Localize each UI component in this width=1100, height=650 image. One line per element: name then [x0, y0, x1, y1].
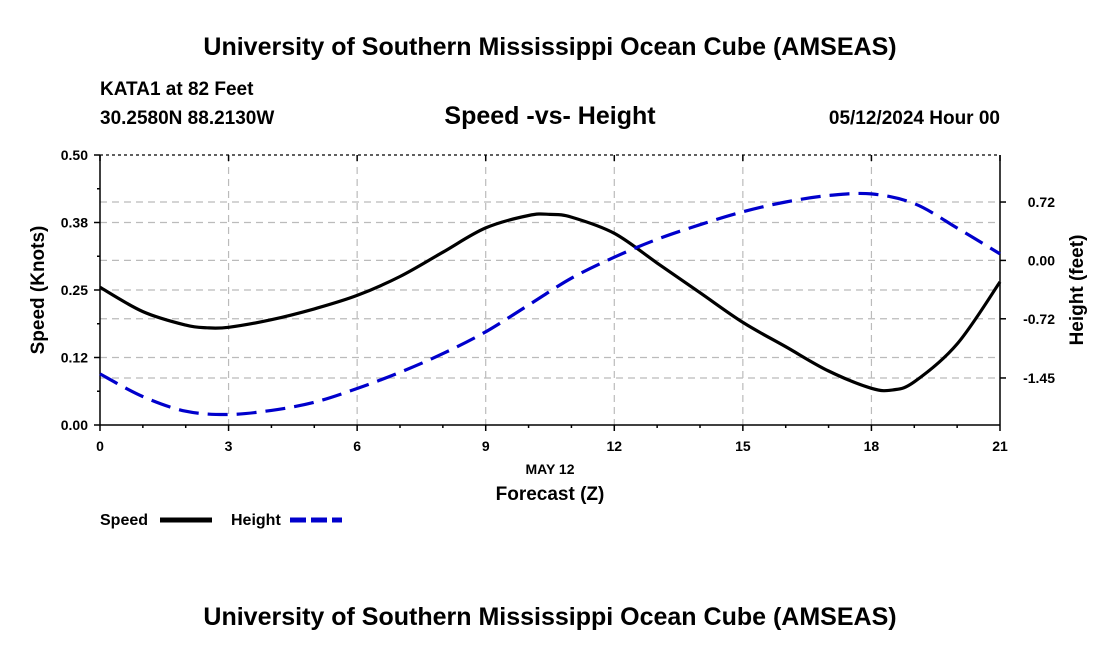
x-axis-ticks: 0 3 6 9 12 15 18 21	[96, 155, 1008, 454]
y-tick-label: 0.12	[61, 350, 88, 366]
y-tick-label: 0.25	[61, 282, 88, 298]
station-coords: 30.2580N 88.2130W	[100, 108, 274, 129]
speed-series-line	[99, 212, 1002, 393]
station-label: KATA1 at 82 Feet	[100, 79, 254, 100]
y-tick-label: 0.00	[61, 417, 88, 433]
y2-axis-label: Height (feet)	[1067, 235, 1088, 346]
x-tick-label: 3	[225, 438, 233, 454]
x-tick-label: 9	[482, 438, 490, 454]
x-tick-label: 21	[992, 438, 1008, 454]
x-tick-label: 18	[864, 438, 880, 454]
x-tick-label: 0	[96, 438, 104, 454]
legend: Speed Height	[100, 512, 342, 529]
y2-tick-label: 0.72	[1028, 194, 1055, 210]
main-title: University of Southern Mississippi Ocean…	[203, 33, 896, 61]
y2-tick-label: -1.45	[1023, 370, 1055, 386]
x-tick-label: 15	[735, 438, 751, 454]
y2-axis-ticks: -1.45 -0.72 0.00 0.72	[1000, 194, 1055, 386]
y-axis-ticks: 0.00 0.12 0.25 0.38 0.50	[61, 147, 100, 433]
y-tick-label: 0.50	[61, 147, 88, 163]
height-series-line	[99, 191, 1001, 417]
series-layer	[99, 191, 1002, 417]
legend-height-label: Height	[231, 512, 281, 529]
x-tick-label: 6	[353, 438, 361, 454]
grid-lines	[100, 154, 1000, 425]
forecast-date: 05/12/2024 Hour 00	[829, 108, 1000, 129]
x-axis-label: Forecast (Z)	[496, 484, 605, 505]
y2-tick-label: 0.00	[1028, 252, 1055, 268]
y2-tick-label: -0.72	[1023, 311, 1055, 327]
y-axis-label: Speed (Knots)	[28, 226, 49, 355]
x-axis-date-label: MAY 12	[525, 461, 574, 477]
chart-title: Speed -vs- Height	[444, 102, 656, 130]
legend-speed-label: Speed	[100, 512, 148, 529]
x-tick-label: 12	[606, 438, 622, 454]
footer-title: University of Southern Mississippi Ocean…	[203, 603, 896, 631]
y-tick-label: 0.38	[61, 215, 88, 231]
